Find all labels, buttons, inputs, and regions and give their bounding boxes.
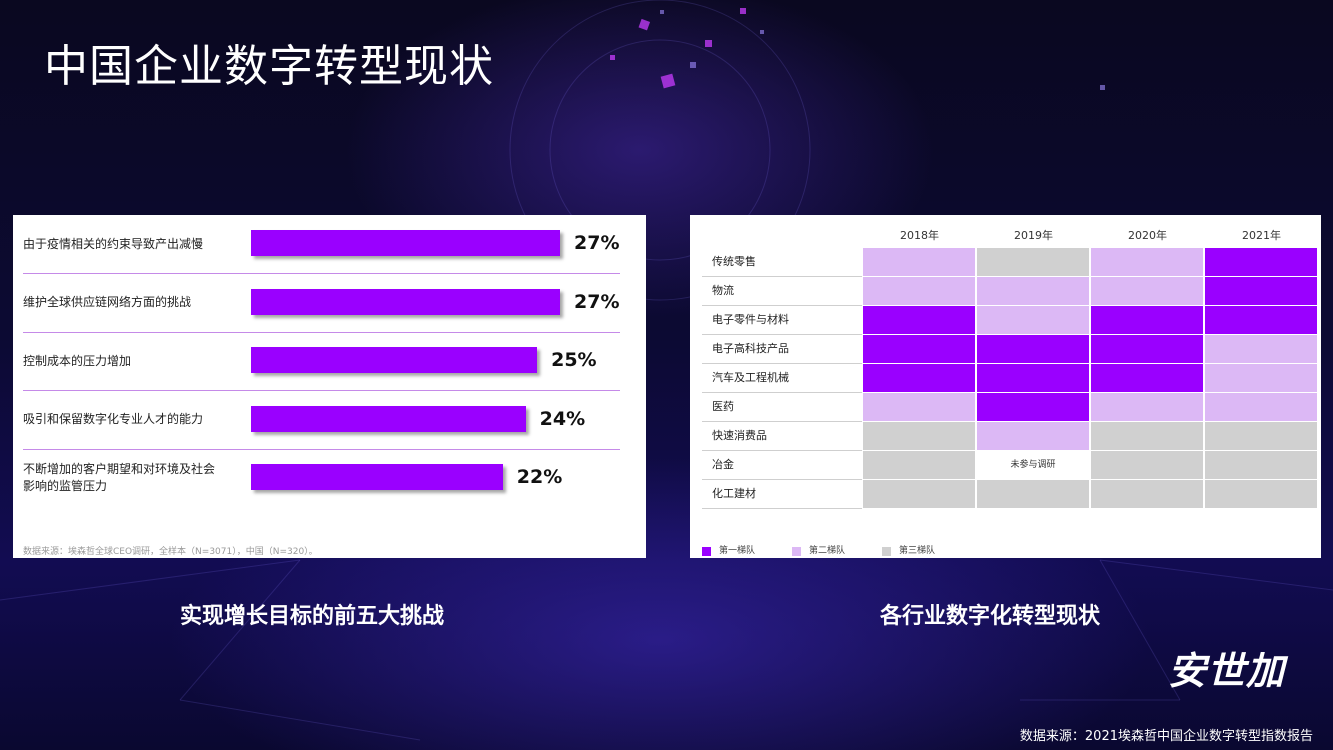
heatmap-cell (977, 306, 1089, 334)
heatmap-cell (1091, 480, 1203, 508)
industry-label: 冶金 (712, 458, 734, 471)
industry-label: 化工建材 (712, 487, 756, 500)
legend-swatch (702, 547, 711, 556)
bar-row: 维护全球供应链网络方面的挑战 27% (13, 274, 620, 333)
heatmap-cell (1205, 451, 1317, 479)
industry-heatmap: 2018年 2019年 2020年 2021年传统零售物流电子零件与材料 电子高科技产品… (690, 215, 1321, 558)
chart-footnote: 数据来源：埃森哲全球CEO调研，全样本（N=3071），中国（N=320）。 (23, 547, 318, 557)
heatmap-cell (977, 393, 1089, 421)
industry-label: 电子高科技产品 (712, 342, 789, 355)
row-divider (702, 276, 862, 277)
heatmap-cell (863, 480, 975, 508)
year-header: 2018年 (900, 229, 939, 242)
legend-swatch (792, 547, 801, 556)
legend-label: 第三梯队 (899, 546, 936, 556)
heatmap-cell (1091, 248, 1203, 276)
page-title: 中国企业数字转型现状 (44, 41, 494, 92)
heatmap-cell (977, 277, 1089, 305)
industry-label: 医药 (712, 400, 734, 413)
heatmap-cell (863, 306, 975, 334)
year-header: 2021年 (1242, 229, 1281, 242)
legend-swatch (882, 547, 891, 556)
year-header: 2019年 (1014, 229, 1053, 242)
bar-row: 由于疫情相关的约束导致产出减慢 27% (13, 215, 620, 274)
heatmap-cell (863, 393, 975, 421)
left-chart-caption: 实现增长目标的前五大挑战 (179, 604, 444, 629)
brand-logo: 安世加 (1168, 649, 1286, 693)
bar-value-label: 27% (574, 232, 620, 254)
heatmap-cell (1091, 277, 1203, 305)
bar-category-label: 维护全球供应链网络方面的挑战 (23, 295, 192, 309)
heatmap-cell (977, 480, 1089, 508)
source-note: 数据来源：2021埃森哲中国企业数字转型指数报告 (1019, 729, 1313, 744)
heatmap-cell (1205, 393, 1317, 421)
row-divider (702, 508, 862, 509)
bar-category-label: 由于疫情相关的约束导致产出减慢 (23, 236, 204, 251)
row-divider (702, 305, 862, 306)
industry-label: 物流 (712, 284, 734, 297)
bar (251, 464, 503, 490)
industry-label: 汽车及工程机械 (712, 371, 789, 384)
row-divider (702, 450, 862, 451)
heatmap-cell (977, 335, 1089, 363)
heatmap-cell (863, 364, 975, 392)
heatmap-cell (1091, 422, 1203, 450)
heatmap-cell (1205, 248, 1317, 276)
heatmap-cell (863, 451, 975, 479)
bar-value-label: 22% (516, 466, 563, 488)
row-divider (702, 479, 862, 480)
heatmap-cell (1205, 422, 1317, 450)
heatmap-cell (1205, 364, 1317, 392)
heatmap-cell (1091, 364, 1203, 392)
industry-label: 传统零售 (712, 255, 756, 268)
row-divider (702, 363, 862, 364)
bar-row: 控制成本的压力增加 25% (13, 332, 620, 391)
heatmap-cell (1205, 306, 1317, 334)
heatmap-cell (863, 335, 975, 363)
bar-row: 吸引和保留数字化专业人才的能力 24% (13, 391, 620, 450)
bar-category-label: 不断增加的客户期望和对环境及社会影响的监管压力 (23, 462, 216, 493)
year-header: 2020年 (1128, 229, 1167, 242)
not-surveyed-note: 未参与调研 (1010, 460, 1056, 470)
heatmap-cell (863, 422, 975, 450)
bar-category-label: 吸引和保留数字化专业人才的能力 (23, 412, 204, 426)
heatmap-cell (1205, 277, 1317, 305)
industry-label: 电子零件与材料 (712, 313, 789, 326)
heatmap-cell (977, 451, 1089, 479)
row-divider (23, 273, 620, 274)
bar (251, 347, 538, 373)
heatmap-cell (863, 248, 975, 276)
bar (251, 405, 526, 432)
heatmap-cell (1205, 335, 1317, 363)
heatmap-cell (1091, 335, 1203, 363)
challenges-bar-chart: 由于疫情相关的约束导致产出减慢 27% 维护全球供应链网络方面的挑战 27% 控制成本的… (13, 215, 646, 558)
heatmap-cell (1205, 480, 1317, 508)
bar (251, 230, 560, 256)
bar-category-label: 控制成本的压力增加 (23, 353, 132, 368)
heatmap-cell (863, 277, 975, 305)
right-chart-caption: 各行业数字化转型现状 (879, 604, 1100, 629)
row-divider (702, 421, 862, 422)
bar-value-label: 25% (551, 349, 597, 371)
heatmap-cell (1091, 451, 1203, 479)
heatmap-cell (977, 364, 1089, 392)
row-divider (23, 390, 620, 391)
row-divider (23, 448, 620, 450)
row-divider (702, 392, 862, 393)
row-divider (702, 334, 862, 335)
row-divider (23, 331, 620, 333)
heatmap-cell (1091, 306, 1203, 334)
heatmap-cell (977, 248, 1089, 276)
legend-label: 第二梯队 (809, 546, 846, 556)
heatmap-cell (977, 422, 1089, 450)
bar-value-label: 27% (574, 290, 620, 313)
bar-value-label: 24% (539, 407, 586, 430)
industry-label: 快速消费品 (712, 429, 767, 442)
legend-label: 第一梯队 (719, 546, 756, 556)
bar (251, 288, 560, 315)
heatmap-cell (1091, 393, 1203, 421)
bar-row: 不断增加的客户期望和对环境及社会影响的监管压力 22% (13, 449, 620, 508)
